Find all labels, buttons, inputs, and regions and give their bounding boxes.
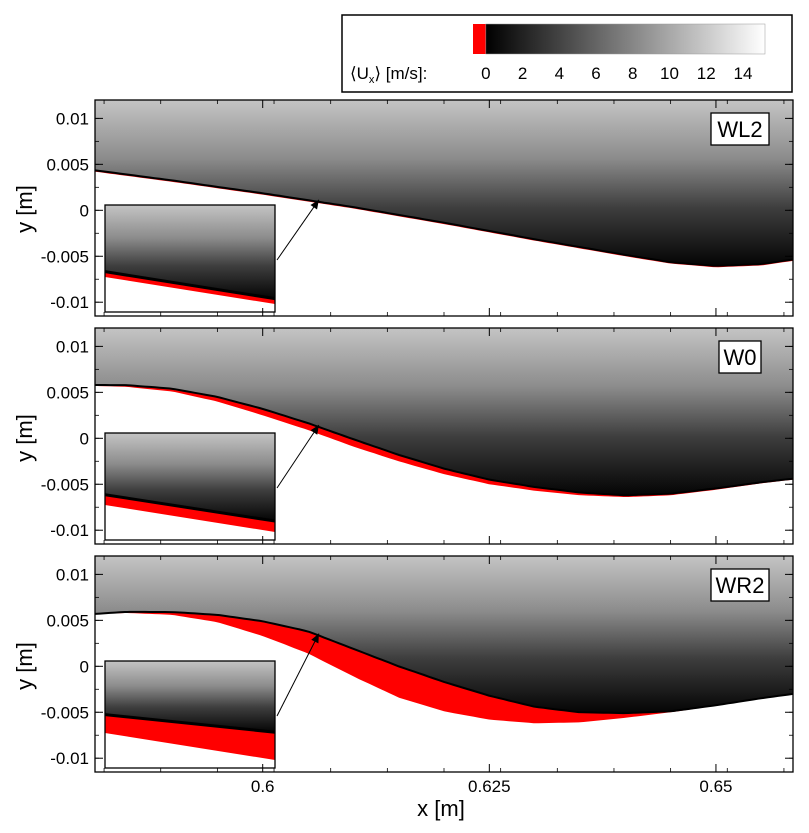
inset-reverse-flow: [105, 714, 275, 760]
panels: 0.01 0.005 0 -0.005 -0.01 WL2 0.01 0.005 0 -0.005…: [41, 99, 794, 796]
y-tick-label: 0: [80, 429, 89, 448]
colorbar-tick-label: 12: [697, 64, 716, 83]
panel-tag-label: WR2: [716, 573, 765, 598]
colorbar-tick-label: 10: [660, 64, 679, 83]
reverse-flow-region: [95, 384, 793, 497]
inset-frame: [104, 660, 276, 769]
reverse-flow-region: [95, 611, 793, 724]
y-tick-label: 0.005: [46, 155, 89, 174]
inset-arrow-head: [310, 199, 319, 210]
inset-arrow-head: [310, 424, 319, 435]
inset-near-wall-layer: [105, 270, 275, 301]
colorbar-tick-label: 2: [518, 64, 527, 83]
panel-w0: 0.01 0.005 0 -0.005 -0.01 W0: [41, 327, 794, 545]
colorbar-tick-label: 14: [734, 64, 753, 83]
y-tick-label: -0.01: [50, 749, 89, 768]
colorbar-negative-segment: [473, 24, 486, 54]
inset-arrow: [276, 424, 320, 489]
inset-arrow: [276, 199, 320, 261]
y-tick-label: 0.005: [46, 383, 89, 402]
y-tick-label: -0.01: [50, 521, 89, 540]
panel-wl2: 0.01 0.005 0 -0.005 -0.01 WL2: [41, 99, 794, 317]
colorbar-ticks: 0 2 4 6 8 10 12 14: [481, 64, 752, 83]
inset-arrow: [276, 633, 320, 717]
panel-tag-label: WL2: [717, 117, 762, 142]
inset-velocity-field: [105, 205, 275, 299]
y-tick-label: -0.005: [41, 247, 89, 266]
x-tick-label: 0.6: [251, 777, 275, 796]
inset-w0: [104, 432, 276, 541]
colorbar-label-sub: x: [369, 74, 375, 86]
inset-frame: [104, 432, 276, 541]
y-tick-label: 0: [80, 201, 89, 220]
inset-velocity-field: [105, 433, 275, 522]
colorbar-tick-label: 6: [591, 64, 600, 83]
y-axis-label-w0: y [m]: [12, 414, 37, 462]
y-tick-label: 0: [80, 657, 89, 676]
velocity-field: [95, 556, 793, 714]
colorbar-label-suffix: ⟩ [m/s]:: [374, 64, 427, 83]
panel-wr2: 0.01 0.005 0 -0.005 -0.01 WR2 0.6 0.625 0.65: [41, 555, 794, 796]
colorbar-label-prefix: ⟨U: [350, 64, 369, 83]
y-tick-label: -0.005: [41, 703, 89, 722]
near-wall-layer: [95, 610, 793, 715]
inset-wl2: [104, 204, 276, 313]
inset-near-wall-layer: [105, 493, 275, 523]
inset-frame: [104, 204, 276, 313]
colorbar-gradient: [485, 23, 766, 55]
y-tick-label: 0.01: [56, 109, 89, 128]
y-axis-label-wr2: y [m]: [12, 642, 37, 690]
y-tick-label: 0.005: [46, 611, 89, 630]
y-axis-label-wl2: y [m]: [12, 185, 37, 233]
inset-velocity-field: [105, 661, 275, 733]
x-tick-label: 0.625: [468, 777, 511, 796]
colorbar: ⟨Ux⟩ [m/s]: 0 2 4 6 8 10 12 14: [341, 14, 793, 93]
colorbar-label: ⟨Ux⟩ [m/s]:: [350, 64, 427, 86]
colorbar-tick-label: 4: [555, 64, 564, 83]
colorbar-tick-label: 8: [628, 64, 637, 83]
y-tick-label: 0.01: [56, 565, 89, 584]
colorbar-tick-label: 0: [481, 64, 490, 83]
y-tick-label: -0.01: [50, 293, 89, 312]
panel-tag-box: [710, 568, 770, 602]
near-wall-layer: [95, 383, 793, 497]
y-tick-label: 0.01: [56, 337, 89, 356]
panel-tag-box: [710, 112, 770, 146]
panel-tag-box: [718, 340, 762, 374]
inset-wr2: [104, 660, 276, 769]
panel-tag-label: W0: [724, 345, 757, 370]
inset-arrow-head: [311, 633, 319, 644]
velocity-field: [95, 328, 793, 496]
x-axis-label: x [m]: [417, 796, 465, 821]
y-tick-label: -0.005: [41, 475, 89, 494]
inset-near-wall-layer: [105, 713, 275, 734]
inset-reverse-flow: [105, 494, 275, 532]
x-tick-label: 0.65: [699, 777, 732, 796]
near-wall-layer: [95, 169, 793, 267]
velocity-field: [95, 100, 793, 266]
